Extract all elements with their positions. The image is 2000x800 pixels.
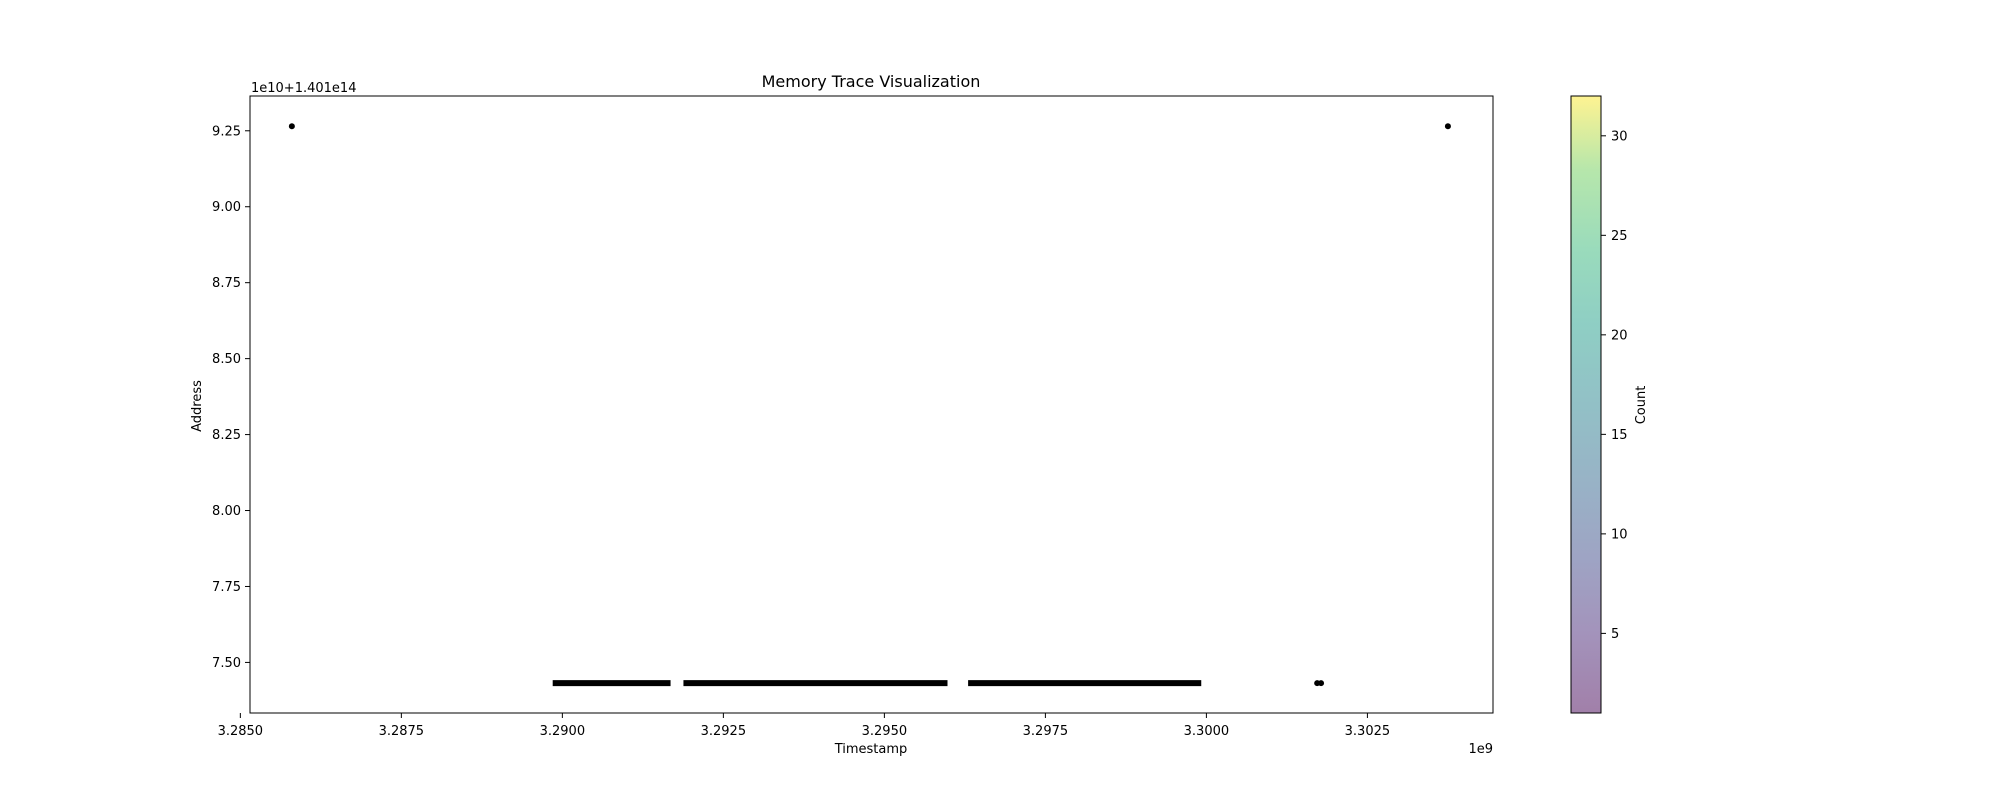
x-tick-label: 3.2900 (540, 724, 586, 739)
x-tick-label: 3.2875 (379, 724, 425, 739)
scatter-point (1318, 680, 1325, 687)
x-offset-label: 1e9 (1468, 742, 1493, 757)
y-tick-label: 8.50 (212, 352, 241, 367)
x-tick-label: 3.3000 (1184, 724, 1230, 739)
colorbar-tick-label: 10 (1611, 527, 1628, 542)
x-axis-label: Timestamp (834, 742, 908, 757)
y-axis-label: Address (190, 380, 205, 432)
colorbar-tick-label: 30 (1611, 129, 1628, 144)
colorbar-gradient (1571, 96, 1601, 713)
colorbar-tick-label: 25 (1611, 229, 1628, 244)
colorbar-label: Count (1634, 386, 1649, 425)
y-offset-label: 1e10+1.401e14 (251, 81, 356, 96)
colorbar-tick-label: 5 (1611, 627, 1619, 642)
plot-area-frame (249, 95, 1494, 714)
x-tick-label: 3.3025 (1345, 724, 1391, 739)
colorbar: 5 10 15 20 25 30 Count (1570, 95, 1649, 714)
x-tick-label: 3.2850 (218, 724, 264, 739)
y-tick-label: 8.75 (212, 276, 241, 291)
y-tick-label: 9.25 (212, 124, 241, 139)
y-tick-label: 7.75 (212, 580, 241, 595)
scatter-point (288, 123, 295, 130)
x-axis-ticks: 3.2850 3.2875 3.2900 3.2925 3.2950 3.2975 3.30… (218, 713, 1391, 739)
colorbar-tick-label: 15 (1611, 428, 1628, 443)
y-axis-ticks: 7.50 7.75 8.00 8.25 8.50 8.75 9.00 9.25 (212, 124, 250, 671)
y-tick-label: 8.00 (212, 504, 241, 519)
colorbar-ticks: 5 10 15 20 25 30 (1601, 129, 1628, 642)
scatter-point (1444, 123, 1451, 130)
colorbar-tick-label: 20 (1611, 328, 1628, 343)
y-tick-label: 9.00 (212, 200, 241, 215)
chart-title: Memory Trace Visualization (762, 72, 981, 91)
x-tick-label: 3.2975 (1023, 724, 1069, 739)
colorbar-frame (1570, 95, 1602, 714)
y-tick-label: 8.25 (212, 428, 241, 443)
y-tick-label: 7.50 (212, 656, 241, 671)
x-tick-label: 3.2950 (862, 724, 908, 739)
x-tick-label: 3.2925 (701, 724, 747, 739)
scatter-points (288, 123, 1451, 687)
